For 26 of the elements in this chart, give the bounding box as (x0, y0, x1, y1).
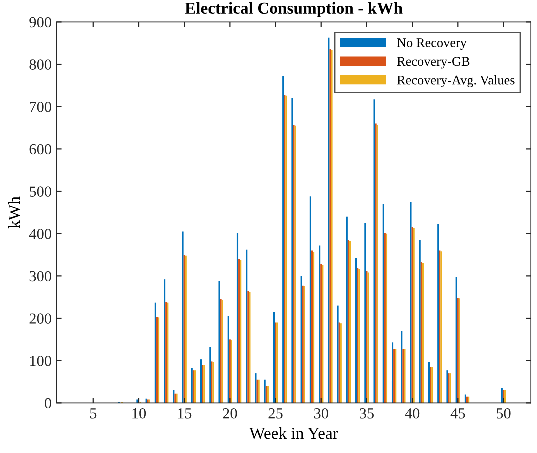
y-tick-label: 700 (30, 102, 52, 112)
y-tick-label: 300 (30, 271, 52, 282)
x-tick-label: 30 (314, 408, 328, 419)
chart-title: Electrical Consumption - kWh (185, 2, 403, 18)
x-tick-label: 35 (360, 408, 374, 419)
y-tick-label: 600 (30, 144, 52, 155)
x-tick-label: 5 (90, 408, 97, 419)
x-tick-label: 40 (405, 408, 420, 419)
y-tick-label: 400 (29, 228, 52, 240)
legend-label: Recovery-GB (397, 57, 470, 69)
y-tick-label: 0 (45, 398, 52, 409)
x-tick-label: 20 (223, 408, 238, 419)
x-tick-label: 50 (496, 408, 511, 419)
x-tick-label: 15 (178, 408, 192, 419)
y-tick-label: 200 (30, 314, 52, 324)
legend-label: No Recovery (397, 38, 467, 50)
x-tick-label: 10 (132, 408, 146, 419)
y-axis-title: kWh (8, 196, 20, 229)
legend-label: Recovery-Avg. Values (397, 75, 515, 88)
y-tick-label: 500 (30, 186, 52, 197)
x-axis-title: Week in Year (250, 427, 338, 440)
y-tick-label: 900 (30, 17, 52, 28)
x-tick-label: 25 (268, 408, 283, 419)
y-tick-label: 800 (30, 60, 52, 70)
x-tick-label: 45 (450, 408, 466, 419)
y-tick-label: 100 (30, 356, 52, 366)
